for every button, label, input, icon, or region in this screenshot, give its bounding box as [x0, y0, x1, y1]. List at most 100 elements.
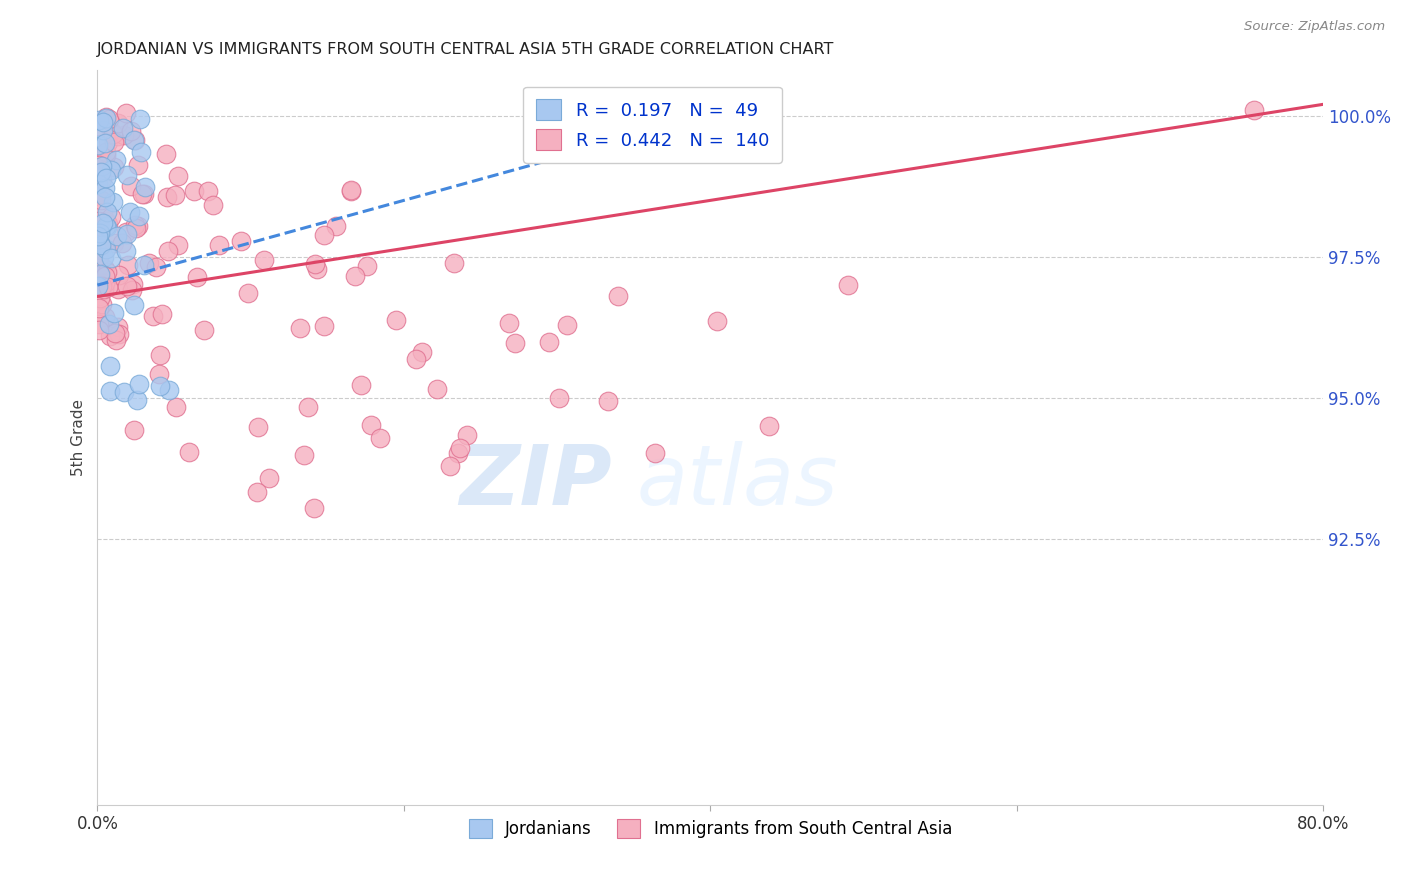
Point: [94, 213, 117, 227]
Point: [117, 278, 139, 293]
Point: [89, 267, 111, 281]
Point: [156, 244, 179, 259]
Point: [443, 256, 465, 270]
Point: [97, 217, 120, 231]
Point: [127, 393, 149, 408]
Point: [94, 145, 117, 160]
Point: [89, 226, 111, 240]
Point: [125, 221, 148, 235]
Point: [100, 163, 122, 178]
Point: [96, 110, 118, 124]
Point: [107, 116, 129, 130]
Point: [93, 282, 115, 296]
Point: [385, 313, 408, 327]
Point: [101, 127, 124, 141]
Point: [120, 205, 142, 219]
Point: [179, 445, 201, 459]
Point: [107, 129, 129, 144]
Y-axis label: 5th Grade: 5th Grade: [72, 400, 86, 476]
Text: ZIP: ZIP: [460, 442, 612, 523]
Point: [89, 147, 111, 161]
Point: [97, 135, 120, 149]
Point: [183, 184, 205, 198]
Point: [91, 239, 114, 253]
Point: [538, 335, 561, 350]
Point: [91, 216, 114, 230]
Point: [87, 301, 110, 315]
Point: [94, 261, 117, 276]
Point: [103, 160, 125, 174]
Point: [111, 235, 134, 250]
Point: [145, 260, 167, 274]
Point: [197, 184, 219, 198]
Point: [405, 352, 427, 367]
Point: [112, 128, 135, 142]
Point: [87, 279, 110, 293]
Point: [89, 323, 111, 337]
Point: [134, 180, 156, 194]
Point: [105, 229, 128, 244]
Point: [598, 394, 620, 409]
Point: [87, 158, 110, 172]
Point: [87, 166, 110, 180]
Point: [94, 111, 117, 125]
Point: [90, 262, 112, 277]
Point: [128, 209, 150, 223]
Point: [644, 446, 666, 460]
Point: [90, 194, 112, 208]
Point: [122, 133, 145, 147]
Point: [257, 470, 280, 484]
Point: [103, 306, 125, 320]
Point: [96, 279, 118, 293]
Point: [91, 156, 114, 170]
Point: [90, 297, 112, 311]
Point: [229, 235, 252, 249]
Point: [503, 335, 526, 350]
Point: [115, 227, 138, 241]
Point: [94, 310, 117, 324]
Point: [312, 319, 335, 334]
Point: [87, 317, 110, 331]
Point: [547, 392, 569, 406]
Point: [186, 270, 208, 285]
Point: [98, 359, 121, 373]
Point: [97, 112, 120, 126]
Point: [149, 348, 172, 362]
Point: [304, 257, 326, 271]
Text: JORDANIAN VS IMMIGRANTS FROM SOUTH CENTRAL ASIA 5TH GRADE CORRELATION CHART: JORDANIAN VS IMMIGRANTS FROM SOUTH CENTR…: [97, 42, 835, 57]
Point: [89, 214, 111, 228]
Point: [290, 320, 312, 334]
Point: [150, 307, 173, 321]
Point: [94, 242, 117, 256]
Point: [87, 120, 110, 134]
Point: [202, 198, 225, 212]
Point: [439, 458, 461, 473]
Point: [91, 216, 114, 230]
Point: [90, 187, 112, 202]
Point: [121, 283, 143, 297]
Point: [107, 282, 129, 296]
Point: [87, 177, 110, 191]
Point: [115, 244, 138, 258]
Point: [124, 133, 146, 147]
Point: [104, 333, 127, 347]
Point: [87, 260, 110, 275]
Point: [155, 190, 177, 204]
Point: [555, 318, 578, 333]
Point: [131, 187, 153, 202]
Point: [107, 320, 129, 334]
Point: [128, 377, 150, 392]
Point: [101, 194, 124, 209]
Point: [90, 159, 112, 173]
Point: [837, 278, 859, 293]
Text: Source: ZipAtlas.com: Source: ZipAtlas.com: [1244, 20, 1385, 33]
Point: [89, 166, 111, 180]
Point: [90, 238, 112, 252]
Point: [149, 379, 172, 393]
Point: [253, 252, 276, 267]
Point: [349, 378, 371, 392]
Point: [100, 124, 122, 138]
Point: [456, 428, 478, 442]
Point: [411, 345, 433, 359]
Point: [238, 286, 260, 301]
